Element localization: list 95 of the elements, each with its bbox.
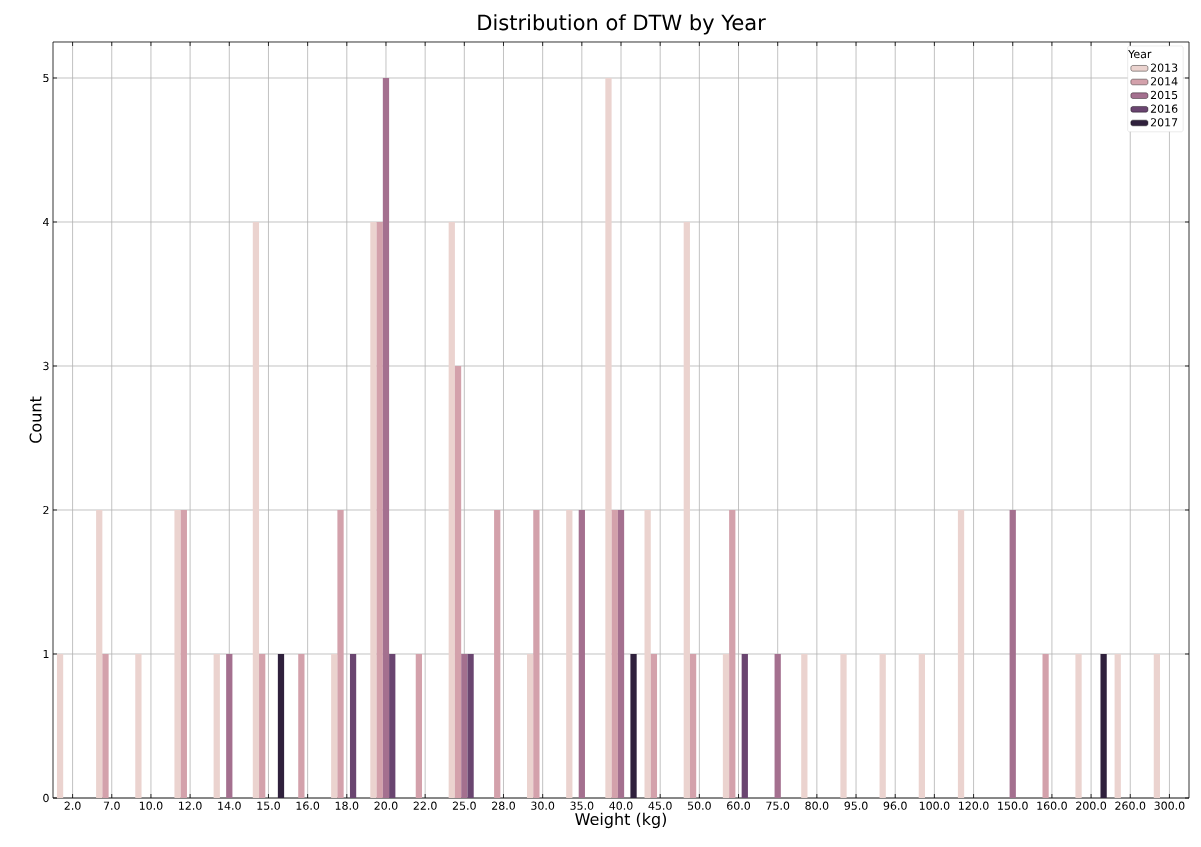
bar bbox=[1153, 654, 1161, 798]
x-tick-label: 25.0 bbox=[452, 801, 476, 810]
x-tick-label: 14.0 bbox=[218, 801, 241, 810]
bar bbox=[533, 510, 540, 798]
x-tick-label: 2.0 bbox=[64, 801, 81, 810]
legend-label: 2013 bbox=[1150, 63, 1178, 72]
bar bbox=[448, 222, 455, 798]
bar bbox=[644, 510, 651, 798]
x-tick-label: 75.0 bbox=[766, 801, 790, 810]
bar bbox=[578, 510, 585, 798]
y-tick-label: 4 bbox=[43, 217, 49, 226]
bar bbox=[277, 654, 285, 798]
x-tick-label: 28.0 bbox=[492, 801, 515, 810]
bar bbox=[722, 654, 730, 798]
bar bbox=[683, 222, 690, 798]
y-tick-label: 5 bbox=[43, 73, 49, 83]
x-tick-label: 160.0 bbox=[1037, 801, 1067, 810]
x-tick-label: 35.0 bbox=[570, 801, 594, 810]
x-tick-label: 96.0 bbox=[883, 801, 907, 810]
y-tick-label: 2 bbox=[43, 505, 49, 515]
bar bbox=[337, 510, 344, 798]
bar bbox=[370, 222, 377, 798]
bar bbox=[376, 222, 383, 798]
x-tick-label: 300.0 bbox=[1154, 801, 1185, 810]
legend-title: Year bbox=[1128, 49, 1152, 59]
bar bbox=[461, 654, 468, 798]
bar bbox=[1009, 510, 1016, 798]
bar bbox=[102, 654, 109, 798]
x-axis-title: Weight (kg) bbox=[575, 812, 666, 829]
bar bbox=[252, 222, 260, 798]
bar bbox=[879, 654, 886, 798]
bar bbox=[918, 654, 925, 798]
bar bbox=[729, 510, 736, 798]
bar bbox=[467, 654, 474, 798]
bar bbox=[1100, 654, 1107, 798]
bar bbox=[331, 654, 338, 798]
legend-label: 2017 bbox=[1150, 118, 1178, 127]
bar bbox=[389, 654, 396, 798]
bar bbox=[801, 654, 808, 798]
bar bbox=[566, 510, 573, 798]
x-tick-label: 100.0 bbox=[919, 801, 950, 810]
y-tick-label: 1 bbox=[43, 649, 49, 659]
x-tick-label: 10.0 bbox=[139, 801, 163, 810]
bar bbox=[259, 654, 266, 798]
bar bbox=[689, 654, 697, 798]
x-tick-label: 80.0 bbox=[805, 801, 829, 810]
bar bbox=[1114, 654, 1121, 798]
bar bbox=[226, 654, 233, 798]
bar bbox=[298, 654, 305, 798]
bar bbox=[180, 510, 187, 798]
x-tick-label: 15.0 bbox=[257, 801, 280, 810]
bar bbox=[349, 654, 357, 798]
bar bbox=[213, 654, 220, 798]
y-tick-label: 3 bbox=[43, 361, 49, 371]
x-tick-label: 150.0 bbox=[998, 801, 1028, 810]
bar bbox=[56, 654, 64, 798]
bar bbox=[630, 654, 637, 798]
bar bbox=[174, 510, 181, 798]
bar bbox=[741, 654, 748, 798]
x-tick-label: 7.0 bbox=[103, 801, 120, 810]
bar bbox=[96, 510, 103, 798]
y-axis-title: Count bbox=[29, 396, 42, 443]
x-tick-label: 12.0 bbox=[179, 801, 202, 810]
bar bbox=[605, 77, 612, 798]
bar bbox=[774, 654, 781, 798]
x-tick-label: 18.0 bbox=[335, 801, 359, 810]
legend-label: 2015 bbox=[1150, 90, 1178, 100]
bar bbox=[135, 654, 142, 798]
x-tick-label: 60.0 bbox=[727, 801, 751, 810]
bar bbox=[415, 654, 423, 798]
bar bbox=[840, 654, 847, 798]
bar bbox=[957, 510, 965, 798]
bar bbox=[454, 365, 462, 798]
bar bbox=[494, 510, 501, 798]
bar bbox=[526, 654, 534, 798]
legend-label: 2016 bbox=[1150, 104, 1178, 113]
bar bbox=[611, 510, 618, 798]
bar bbox=[1075, 654, 1082, 798]
x-tick-label: 50.0 bbox=[687, 801, 711, 810]
x-tick-label: 16.0 bbox=[296, 801, 320, 810]
x-tick-label: 260.0 bbox=[1115, 801, 1146, 810]
legend-label: 2014 bbox=[1150, 77, 1178, 86]
x-tick-label: 200.0 bbox=[1076, 801, 1107, 810]
chart-title: Distribution of DTW by Year bbox=[478, 14, 766, 35]
bar bbox=[617, 510, 625, 798]
x-tick-label: 120.0 bbox=[959, 801, 989, 810]
x-tick-label: 20.0 bbox=[374, 801, 398, 810]
bar bbox=[382, 77, 390, 798]
x-tick-label: 45.0 bbox=[648, 801, 672, 810]
x-tick-label: 30.0 bbox=[531, 801, 555, 810]
x-tick-label: 22.0 bbox=[413, 801, 437, 810]
x-tick-label: 95.0 bbox=[844, 801, 868, 810]
bar bbox=[650, 654, 658, 798]
x-tick-label: 40.0 bbox=[609, 801, 633, 810]
y-tick-label: 0 bbox=[43, 793, 49, 803]
